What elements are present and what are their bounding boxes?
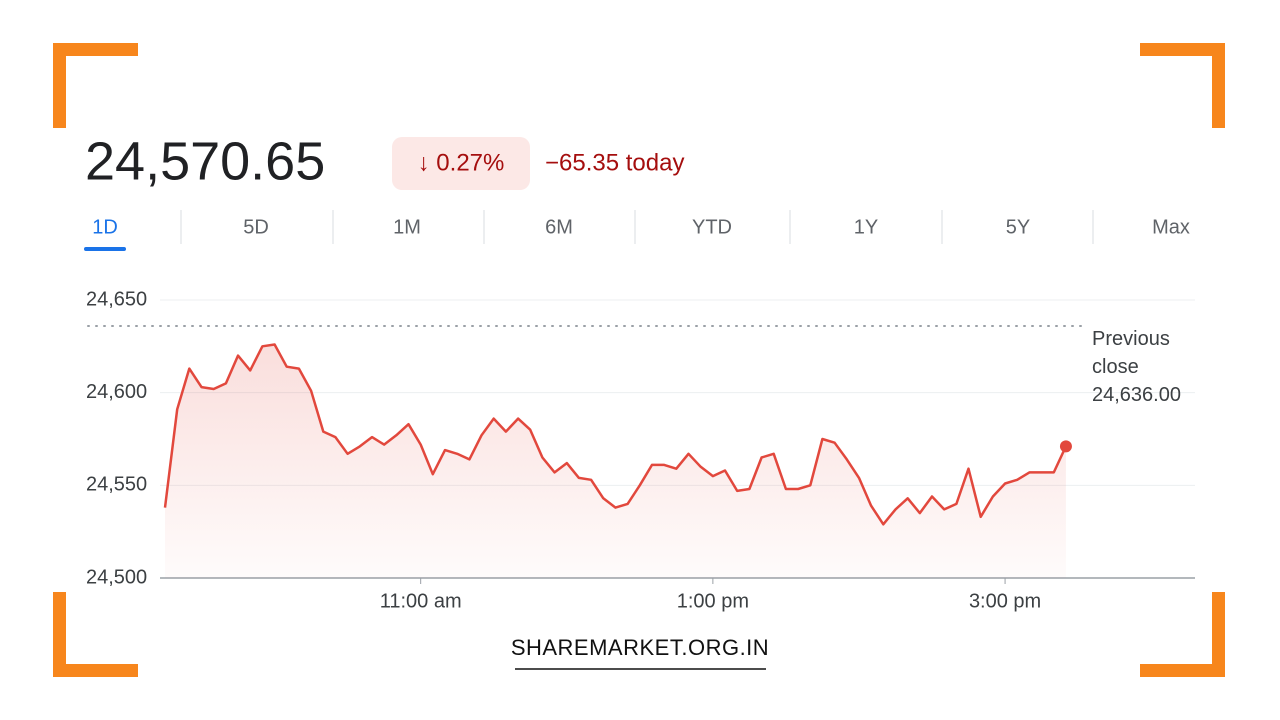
range-tab[interactable]: 6M bbox=[545, 216, 573, 238]
price-line bbox=[163, 343, 1068, 526]
range-tab[interactable]: 1M bbox=[393, 216, 421, 238]
watermark: SHAREMARKET.ORG.IN bbox=[511, 635, 769, 660]
change-percent: ↓ 0.27% bbox=[418, 149, 505, 176]
range-tab[interactable]: 5D bbox=[243, 216, 269, 238]
y-tick-label: 24,600 bbox=[86, 381, 147, 403]
range-tab[interactable]: 5Y bbox=[1006, 216, 1030, 238]
change-today: −65.35 today bbox=[545, 149, 684, 176]
price: 24,570.65 bbox=[85, 131, 325, 191]
tab-underline bbox=[84, 247, 126, 251]
range-tab[interactable]: 1D bbox=[92, 216, 118, 238]
y-tick-label: 24,650 bbox=[86, 288, 147, 310]
range-tab[interactable]: Max bbox=[1152, 216, 1190, 238]
x-tick-label: 11:00 am bbox=[380, 590, 462, 612]
x-tick-label: 1:00 pm bbox=[677, 590, 749, 612]
change-badge bbox=[392, 137, 530, 190]
previous-close-label: Previous close bbox=[1092, 328, 1170, 378]
last-point bbox=[1059, 440, 1072, 453]
y-tick-label: 24,550 bbox=[86, 474, 147, 496]
x-tick-label: 3:00 pm bbox=[969, 590, 1041, 612]
range-tab[interactable]: 1Y bbox=[854, 216, 878, 238]
y-tick-label: 24,500 bbox=[86, 566, 147, 588]
range-tab[interactable]: YTD bbox=[692, 216, 732, 238]
corner-brackets bbox=[53, 43, 1225, 677]
previous-close: Previous close 24,636.00 bbox=[1092, 325, 1202, 409]
area bbox=[165, 344, 1066, 578]
previous-close-value: 24,636.00 bbox=[1092, 384, 1181, 406]
